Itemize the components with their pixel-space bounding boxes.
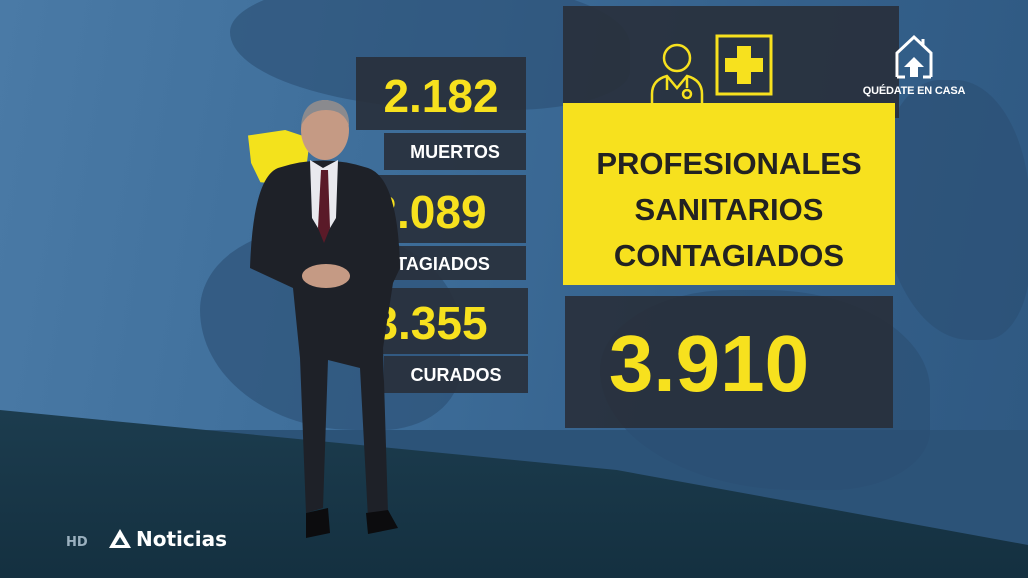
feature-title-line: PROFESIONALES xyxy=(596,146,862,181)
antena3-noticias-logo: Noticias xyxy=(108,527,227,551)
stat-value: 2.182 xyxy=(383,70,499,122)
feature-title-line: SANITARIOS xyxy=(634,192,824,227)
noticias-label: Noticias xyxy=(136,527,228,551)
stat-deaths-label-box: MUERTOS xyxy=(384,133,526,170)
stat-label: CURADOS xyxy=(410,365,502,385)
feature-title-line: CONTAGIADOS xyxy=(613,238,845,273)
feature-icon-box xyxy=(563,6,899,118)
stat-deaths-value-box: 2.182 xyxy=(356,57,526,130)
map-land xyxy=(880,80,1028,340)
antena3-logo-icon xyxy=(109,529,131,548)
feature-value: 3.910 xyxy=(608,319,810,408)
feature-title-box: PROFESIONALES SANITARIOS CONTAGIADOS xyxy=(563,103,895,285)
quedate-en-casa-label: QUÉDATE EN CASA xyxy=(862,85,966,97)
feature-title: PROFESIONALES SANITARIOS CONTAGIADOS xyxy=(563,141,895,279)
presenter xyxy=(250,100,400,538)
quedate-en-casa-badge: QUÉDATE EN CASA xyxy=(862,33,966,97)
stat-label: MUERTOS xyxy=(410,142,500,162)
stat-value: 3.355 xyxy=(372,297,488,349)
hd-badge: HD xyxy=(66,535,88,550)
medical-cross-icon xyxy=(715,34,773,96)
feature-value-box: 3.910 xyxy=(565,296,893,428)
doctor-icon xyxy=(650,43,704,106)
stat-recovered-label-box: CURADOS xyxy=(384,356,528,393)
house-arrow-up-icon xyxy=(895,34,933,79)
